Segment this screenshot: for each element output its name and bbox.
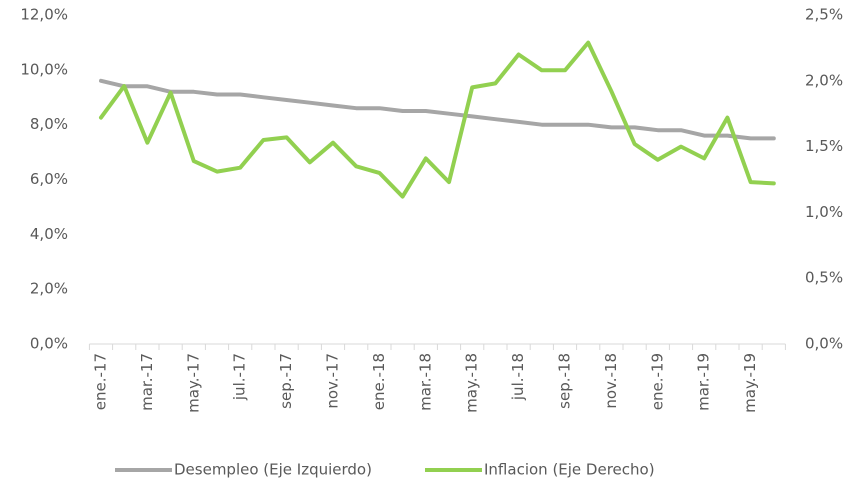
x-tick-label: ene.-19 xyxy=(648,353,666,410)
y-tick-label: 12,0% xyxy=(20,6,68,24)
series-line xyxy=(99,40,776,199)
x-tick-label: sep.-18 xyxy=(556,353,574,409)
y2-tick-label: 1,0% xyxy=(805,203,843,221)
series-line xyxy=(99,78,776,141)
y-tick-label: 6,0% xyxy=(30,170,68,188)
legend-label: Inflacion (Eje Derecho) xyxy=(484,461,655,479)
x-tick-label: ene.-17 xyxy=(92,353,110,410)
y-tick-label: 10,0% xyxy=(20,60,68,78)
y-tick-label: 4,0% xyxy=(30,225,68,243)
y2-tick-label: 1,5% xyxy=(805,137,843,155)
legend-label: Desempleo (Eje Izquierdo) xyxy=(174,461,372,479)
y-tick-label: 0,0% xyxy=(30,335,68,353)
x-tick-label: may.-19 xyxy=(741,353,759,413)
x-tick-label: mar.-17 xyxy=(138,353,156,411)
x-tick-label: may.-17 xyxy=(184,353,202,413)
y2-tick-label: 2,0% xyxy=(805,71,843,89)
x-tick-label: jul.-17 xyxy=(231,353,249,401)
x-tick-label: sep.-17 xyxy=(277,353,295,409)
y-tick-label: 2,0% xyxy=(30,280,68,298)
x-tick-label: jul.-18 xyxy=(509,353,527,401)
x-tick-label: mar.-18 xyxy=(416,353,434,411)
y2-tick-label: 0,5% xyxy=(805,269,843,287)
y2-tick-label: 0,0% xyxy=(805,335,843,353)
y2-tick-label: 2,5% xyxy=(805,6,843,24)
x-tick-label: may.-18 xyxy=(463,353,481,413)
x-tick-label: mar.-19 xyxy=(695,353,713,411)
x-tick-label: nov.-18 xyxy=(602,353,620,409)
x-tick-label: nov.-17 xyxy=(324,353,342,409)
y-tick-label: 8,0% xyxy=(30,115,68,133)
x-tick-label: ene.-18 xyxy=(370,353,388,410)
